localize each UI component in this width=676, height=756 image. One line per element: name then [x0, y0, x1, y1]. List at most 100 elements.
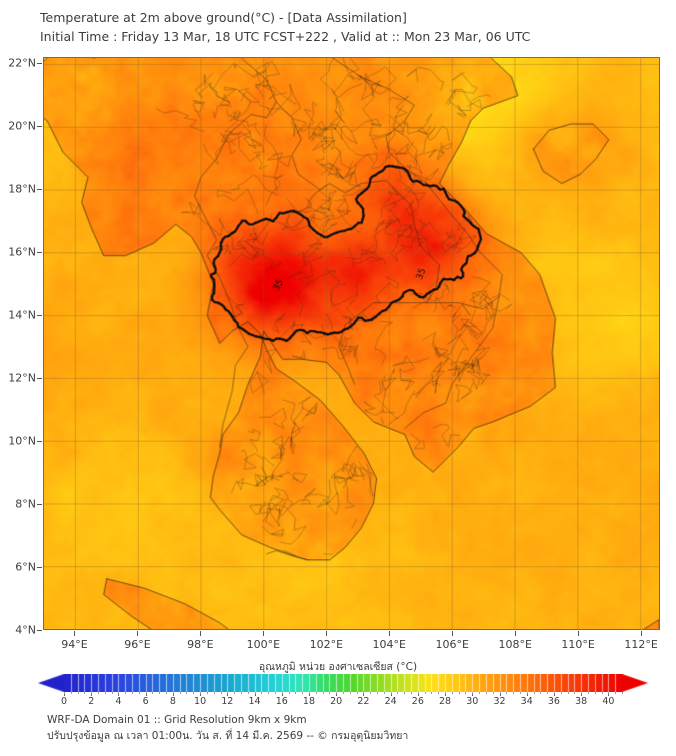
- colorbar-tick: [581, 692, 583, 696]
- colorbar-minor-tick: [567, 692, 569, 694]
- lat-tick-label: 8°N: [15, 497, 36, 511]
- colorbar-minor-tick: [295, 692, 297, 694]
- colorbar-minor-tick: [383, 692, 385, 694]
- colorbar-minor-tick: [111, 692, 113, 694]
- lon-tick: [641, 631, 643, 636]
- lon-tick: [515, 631, 517, 636]
- title-line-valid-time: Initial Time : Friday 13 Mar, 18 UTC FCS…: [40, 29, 531, 44]
- colorbar-minor-tick: [499, 692, 501, 694]
- lon-tick-label: 108°E: [498, 638, 532, 651]
- colorbar-minor-tick: [370, 692, 372, 694]
- lat-tick-label: 20°N: [8, 119, 36, 133]
- lat-tick: [37, 504, 42, 506]
- colorbar-tick: [390, 692, 392, 696]
- colorbar-minor-tick: [349, 692, 351, 694]
- page-title: Temperature at 2m above ground(°C) - [Da…: [40, 8, 660, 46]
- colorbar-tick-label: 12: [221, 696, 234, 707]
- colorbar-minor-tick: [302, 692, 304, 694]
- colorbar-minor-tick: [254, 692, 256, 694]
- colorbar-tick: [200, 692, 202, 696]
- colorbar-minor-tick: [390, 692, 392, 694]
- lon-tick: [389, 631, 391, 636]
- colorbar-minor-tick: [438, 692, 440, 694]
- colorbar-minor-tick: [98, 692, 100, 694]
- lat-tick-label: 14°N: [8, 308, 36, 322]
- colorbar-tick: [172, 692, 174, 696]
- colorbar-minor-tick: [274, 692, 276, 694]
- colorbar-tick-label: 0: [60, 696, 68, 707]
- lat-tick-label: 22°N: [8, 56, 36, 70]
- footer: WRF-DA Domain 01 :: Grid Resolution 9km …: [47, 712, 647, 744]
- colorbar-tick: [254, 692, 256, 696]
- colorbar-minor-tick: [118, 692, 120, 694]
- colorbar-minor-tick: [472, 692, 474, 694]
- map-plot-area[interactable]: [43, 57, 660, 630]
- colorbar-minor-tick: [540, 692, 542, 694]
- lat-tick-label: 6°N: [15, 560, 36, 574]
- colorbar-tick-label: 38: [575, 696, 588, 707]
- colorbar-tick-label: 6: [142, 696, 149, 707]
- colorbar-tick-labels: 0 2 4 6 8 10 12 14 16 18 20 22 24 26 28 30 32 34 36 38 40: [38, 692, 648, 708]
- colorbar: อุณหภูมิ หน่วย องศาเซลเซียส (°C) 0 2 4 6 8 10…: [0, 658, 676, 708]
- colorbar-title: อุณหภูมิ หน่วย องศาเซลเซียส (°C): [258, 661, 418, 673]
- colorbar-minor-tick: [288, 692, 290, 694]
- colorbar-minor-tick: [424, 692, 426, 694]
- colorbar-minor-tick: [261, 692, 263, 694]
- colorbar-minor-tick: [404, 692, 406, 694]
- colorbar-minor-tick: [356, 692, 358, 694]
- colorbar-tick: [308, 692, 310, 696]
- colorbar-minor-tick: [104, 692, 106, 694]
- colorbar-minor-tick: [445, 692, 447, 694]
- colorbar-minor-tick: [125, 692, 127, 694]
- footer-model-info: WRF-DA Domain 01 :: Grid Resolution 9km …: [47, 714, 307, 726]
- lon-tick: [578, 631, 580, 636]
- colorbar-tick-label: 34: [520, 696, 533, 707]
- colorbar-minor-tick: [574, 692, 576, 694]
- colorbar-minor-tick: [533, 692, 535, 694]
- lon-tick-label: 94°E: [61, 638, 88, 651]
- colorbar-minor-tick: [492, 692, 494, 694]
- colorbar-minor-tick: [581, 692, 583, 694]
- colorbar-minor-tick: [186, 692, 188, 694]
- colorbar-minor-tick: [240, 692, 242, 694]
- colorbar-minor-tick: [193, 692, 195, 694]
- colorbar-minor-tick: [336, 692, 338, 694]
- lat-tick-label: 16°N: [8, 245, 36, 259]
- colorbar-minor-tick: [247, 692, 249, 694]
- lat-tick-label: 12°N: [8, 371, 36, 385]
- lon-tick-label: 102°E: [309, 638, 344, 651]
- colorbar-tick: [118, 692, 120, 696]
- colorbar-minor-tick: [594, 692, 596, 694]
- lat-tick: [37, 126, 42, 128]
- colorbar-minor-tick: [363, 692, 365, 694]
- colorbar-minor-tick: [172, 692, 174, 694]
- lat-tick: [37, 567, 42, 569]
- lon-tick: [452, 631, 454, 636]
- colorbar-tick-label: 14: [248, 696, 261, 707]
- colorbar-minor-tick: [268, 692, 270, 694]
- colorbar-tick-label: 30: [466, 696, 479, 707]
- colorbar-tick: [417, 692, 419, 696]
- colorbar-minor-tick: [77, 692, 79, 694]
- colorbar-minor-tick: [138, 692, 140, 694]
- lat-tick: [37, 252, 42, 254]
- colorbar-minor-tick: [485, 692, 487, 694]
- colorbar-tick: [281, 692, 283, 696]
- lon-tick-label: 100°E: [246, 638, 281, 651]
- colorbar-tick-label: 2: [88, 696, 95, 707]
- colorbar-tick-label: 32: [493, 696, 506, 707]
- colorbar-minor-tick: [451, 692, 453, 694]
- colorbar-minor-tick: [417, 692, 419, 694]
- colorbar-tick-label: 26: [411, 696, 424, 707]
- lon-tick: [137, 631, 139, 636]
- lat-tick: [37, 63, 42, 65]
- lon-tick-label: 104°E: [372, 638, 406, 651]
- colorbar-minor-tick: [465, 692, 467, 694]
- colorbar-tick-label: 24: [384, 696, 397, 707]
- colorbar-tick: [445, 692, 447, 696]
- colorbar-tick-label: 28: [439, 696, 452, 707]
- colorbar-minor-tick: [513, 692, 515, 694]
- colorbar-minor-tick: [397, 692, 399, 694]
- colorbar-minor-tick: [506, 692, 508, 694]
- lon-tick: [263, 631, 265, 636]
